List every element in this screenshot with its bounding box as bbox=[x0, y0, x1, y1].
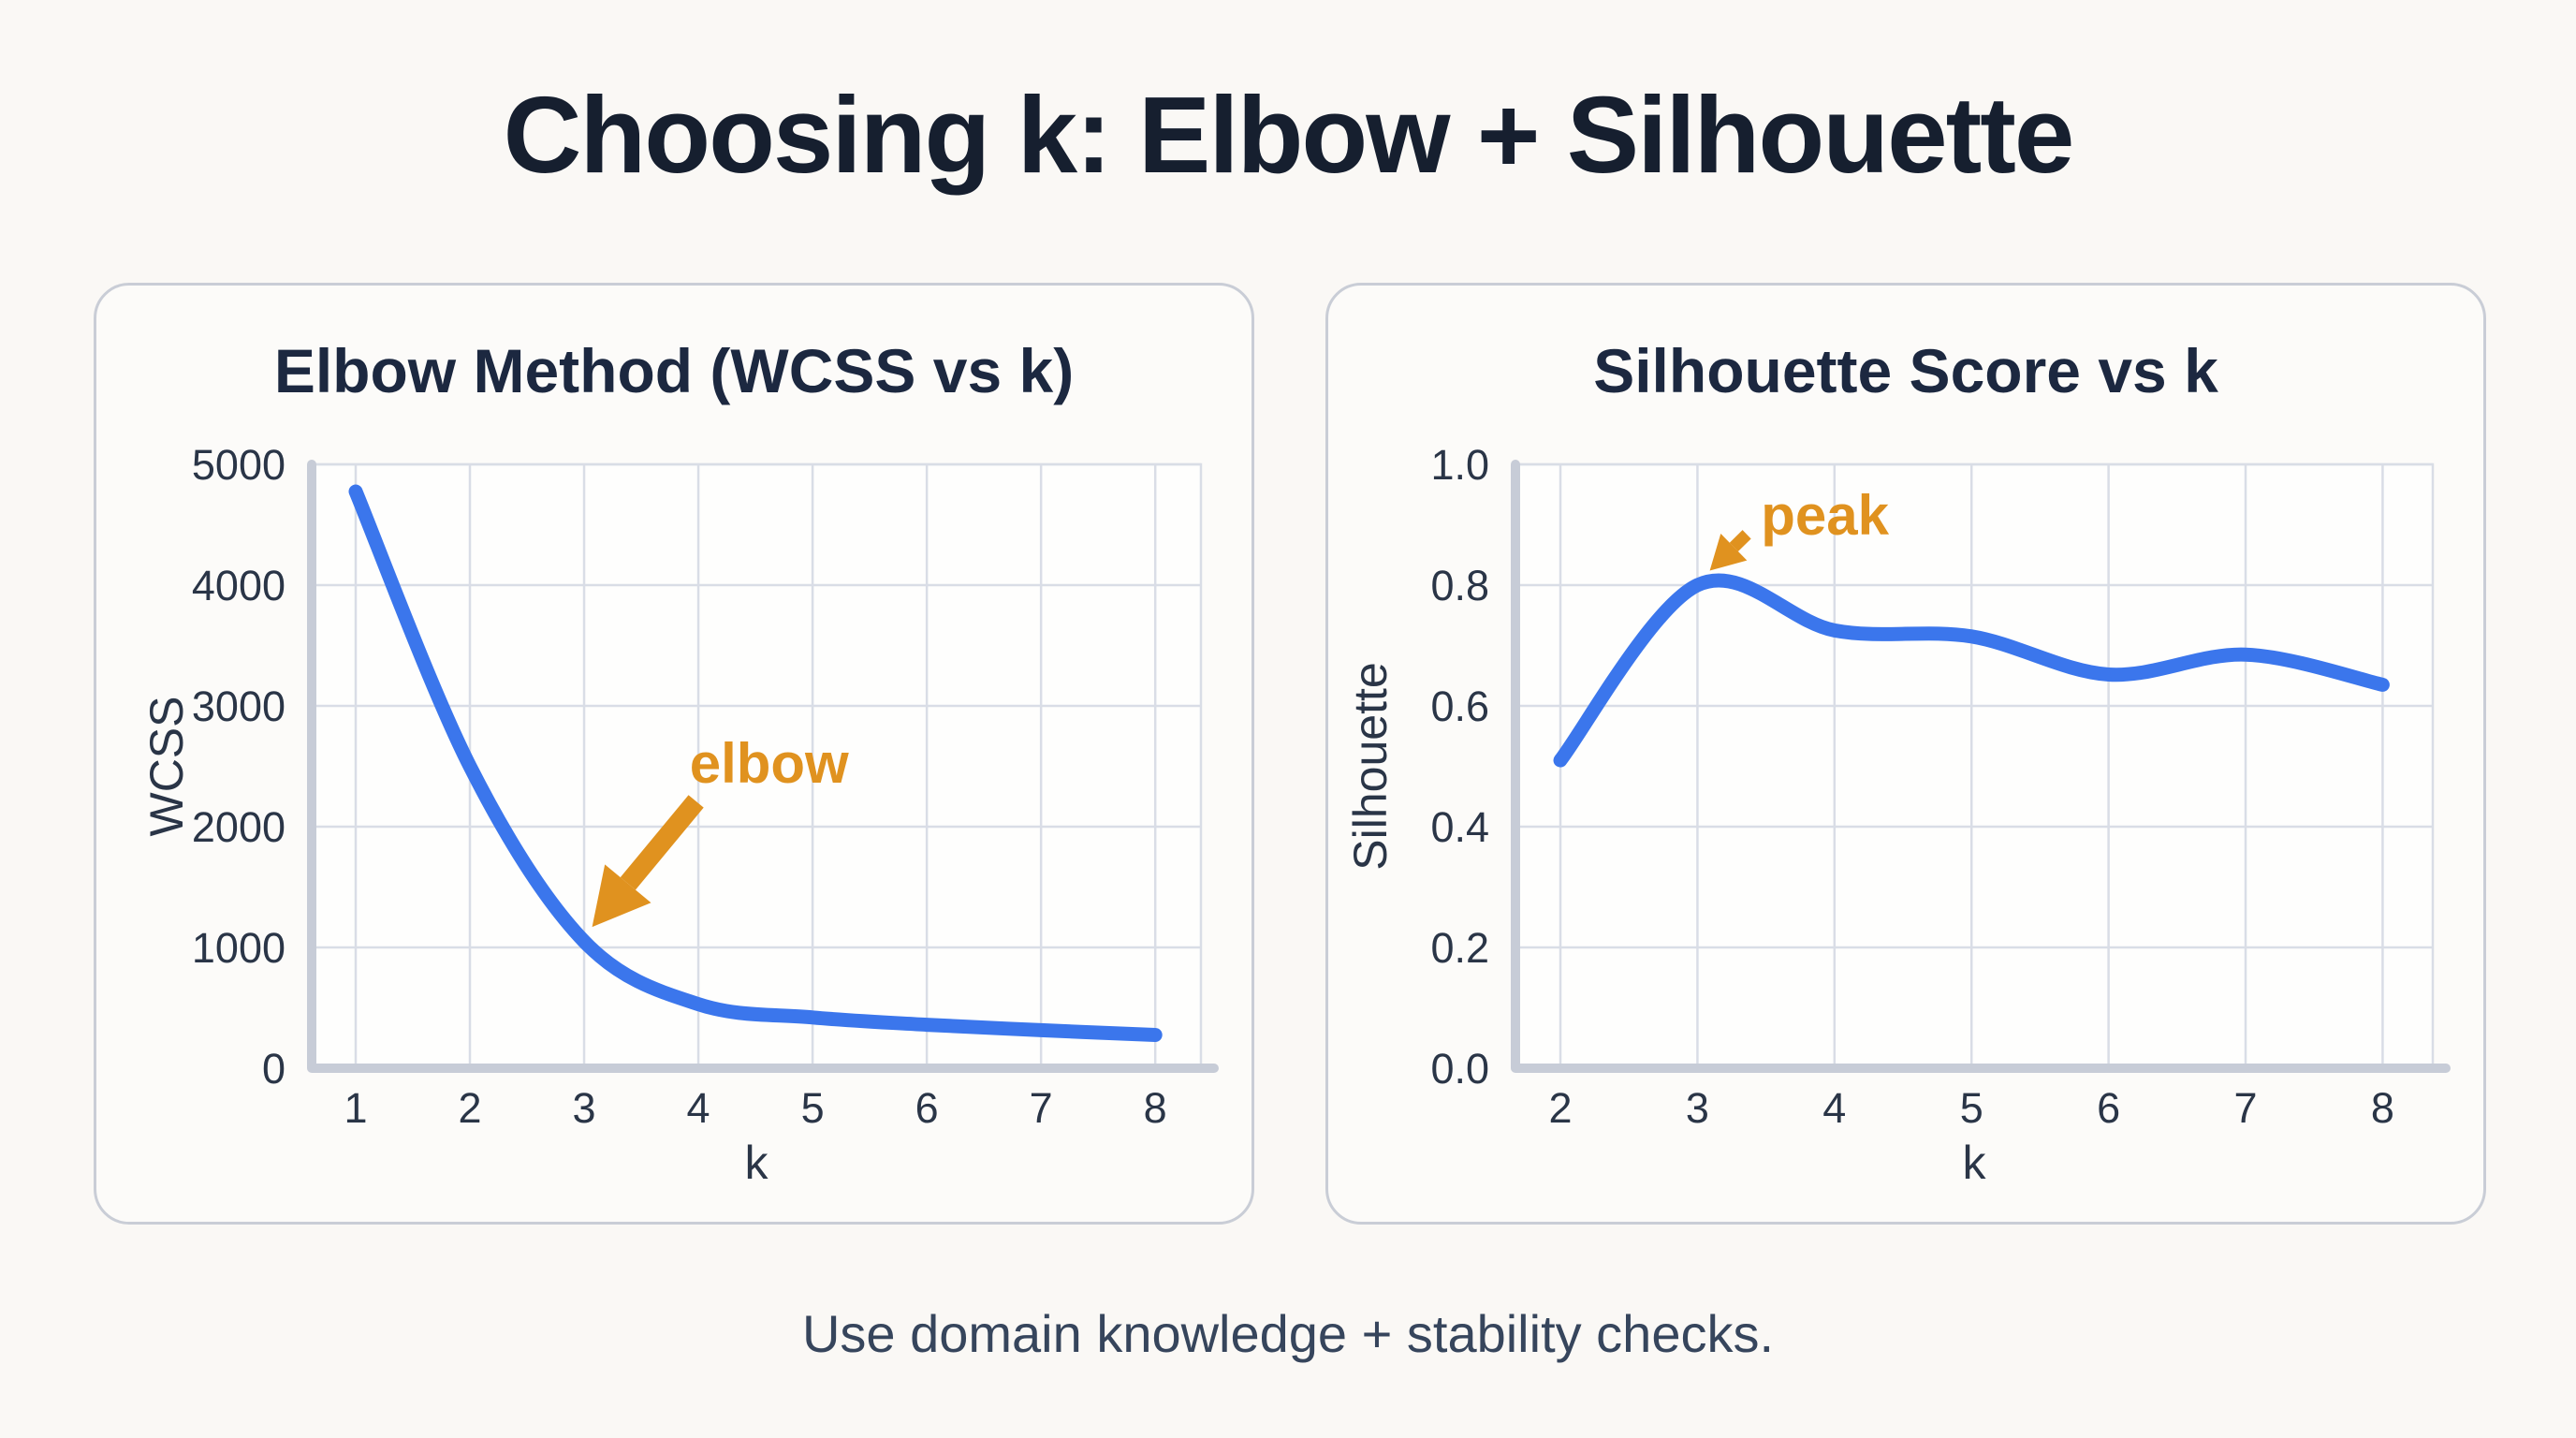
data-curve bbox=[348, 484, 1163, 1042]
x-tick-label: 2 bbox=[458, 1084, 481, 1132]
y-tick-label: 1.0 bbox=[1430, 441, 1489, 489]
y-tick-label: 2000 bbox=[192, 803, 285, 851]
x-axis-label: k bbox=[1963, 1137, 1987, 1189]
x-tick-label: 4 bbox=[1822, 1084, 1846, 1132]
y-tick-label: 1000 bbox=[192, 924, 285, 972]
silhouette-chart-card: Silhouette Score vs k 2 3 4 5 6 7 8 0.0 0.2 0.4 0.… bbox=[1325, 283, 2486, 1225]
silhouette-chart-canvas: 2 3 4 5 6 7 8 0.0 0.2 0.4 0.6 0.8 1.0 k Silhouette peak bbox=[1344, 441, 2451, 1189]
y-tick-label: 5000 bbox=[192, 441, 285, 489]
x-tick-label: 4 bbox=[687, 1084, 710, 1132]
y-tick-label: 0.2 bbox=[1430, 924, 1489, 972]
axis-frame bbox=[1511, 460, 2451, 1073]
y-axis-label: WCSS bbox=[140, 697, 193, 837]
x-tick-label: 5 bbox=[1960, 1084, 1983, 1132]
footer-note: Use domain knowledge + stability checks. bbox=[801, 1304, 1775, 1363]
annotation-arrow-head bbox=[592, 864, 651, 928]
annotation-arrow-head bbox=[1709, 534, 1748, 571]
y-tick-label: 3000 bbox=[192, 682, 285, 730]
axis-frame bbox=[307, 460, 1219, 1073]
y-axis-label: Silhouette bbox=[1344, 662, 1397, 870]
elbow-chart-canvas: 1 2 3 4 5 6 7 8 0 1000 2000 3000 4000 5000 k WCSS elbow bbox=[140, 441, 1219, 1189]
x-tick-label: 7 bbox=[2234, 1084, 2258, 1132]
plot-area bbox=[1514, 462, 2435, 1070]
x-tick-label: 8 bbox=[2371, 1084, 2394, 1132]
y-tick-label: 0.4 bbox=[1430, 803, 1489, 851]
y-tick-label: 0 bbox=[262, 1045, 285, 1093]
y-tick-label: 0.6 bbox=[1430, 682, 1489, 730]
y-tick-label: 0.0 bbox=[1430, 1045, 1489, 1093]
annotation-arrow-shaft bbox=[620, 795, 704, 890]
annotation-label: peak bbox=[1761, 484, 1889, 547]
silhouette-chart-title: Silhouette Score vs k bbox=[1593, 336, 2218, 405]
x-tick-label: 8 bbox=[1144, 1084, 1167, 1132]
x-tick-label: 2 bbox=[1549, 1084, 1573, 1132]
x-tick-label: 5 bbox=[801, 1084, 825, 1132]
y-tick-label: 0.8 bbox=[1430, 562, 1489, 609]
page-title: Choosing k: Elbow + Silhouette bbox=[503, 74, 2075, 196]
x-tick-label: 3 bbox=[573, 1084, 596, 1132]
elbow-chart-title: Elbow Method (WCSS vs k) bbox=[273, 336, 1075, 405]
x-tick-label: 6 bbox=[915, 1084, 939, 1132]
annotation-label: elbow bbox=[690, 732, 849, 795]
elbow-chart-card: Elbow Method (WCSS vs k) 1 2 3 4 5 6 7 8 0 1000 20… bbox=[94, 283, 1254, 1225]
x-tick-label: 1 bbox=[344, 1084, 367, 1132]
x-tick-label: 7 bbox=[1030, 1084, 1053, 1132]
data-curve bbox=[1553, 573, 2390, 768]
x-tick-label: 6 bbox=[2097, 1084, 2120, 1132]
plot-area bbox=[310, 462, 1203, 1070]
x-tick-label: 3 bbox=[1686, 1084, 1709, 1132]
x-axis-label: k bbox=[745, 1137, 769, 1189]
annotation-arrow-shaft bbox=[1729, 530, 1751, 551]
y-tick-label: 4000 bbox=[192, 562, 285, 609]
